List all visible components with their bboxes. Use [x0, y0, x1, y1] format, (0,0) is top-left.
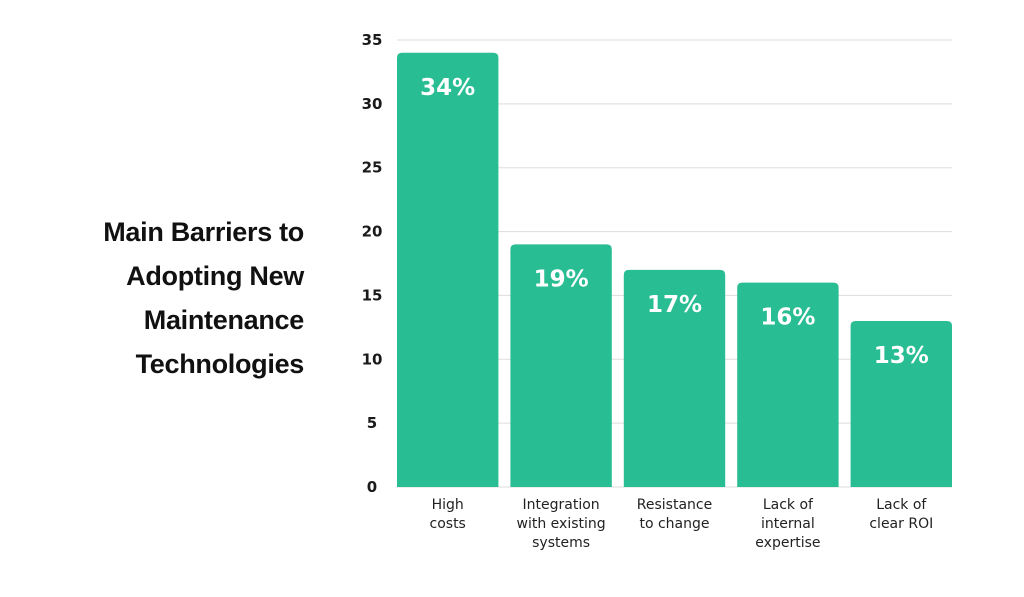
x-tick-label-line: with existing: [517, 516, 606, 532]
x-tick-label-line: systems: [532, 535, 590, 551]
chart-title-line: Maintenance: [143, 305, 305, 335]
x-axis: High costs Integration with existing systems…: [430, 497, 934, 551]
chart-title-line: Adopting New: [126, 261, 304, 291]
x-tick-label-line: internal: [761, 516, 815, 532]
y-tick-label: 10: [362, 350, 383, 368]
bar: [623, 269, 726, 487]
data-label: 16%: [760, 305, 815, 331]
chart-title-line: Technologies: [135, 349, 305, 379]
x-tick-label-line: Resistance: [637, 497, 712, 513]
y-tick-label: 20: [362, 223, 383, 241]
y-tick-label: 35: [362, 31, 383, 49]
data-label: 17%: [647, 292, 702, 318]
y-tick-label: 0: [367, 478, 377, 496]
chart-title: Main Barriers to Adopting New Maintenanc…: [20, 210, 304, 386]
bar: [850, 320, 952, 487]
y-tick-label: 15: [362, 286, 383, 304]
x-tick-label-line: High: [432, 497, 464, 513]
x-tick-label: Lack of internal expertise: [755, 497, 820, 551]
data-label: 19%: [534, 266, 589, 292]
x-tick-label: High costs: [430, 497, 466, 532]
bar: [397, 52, 499, 488]
x-tick-label-line: Lack of: [876, 497, 927, 513]
x-tick-label: Resistance to change: [637, 497, 712, 532]
y-tick-label: 25: [362, 159, 383, 177]
y-axis: 0 5 10 15 20 25 30 35: [362, 31, 383, 496]
bars: 34% 19% 17% 16% 13%: [397, 52, 952, 488]
x-tick-label: Integration with existing systems: [517, 497, 606, 551]
x-tick-label: Lack of clear ROI: [869, 497, 933, 532]
x-tick-label-line: Integration: [523, 497, 600, 513]
bar: [737, 282, 839, 487]
chart-title-line: Main Barriers to: [103, 217, 304, 247]
x-tick-label-line: clear ROI: [869, 516, 933, 532]
bar: [510, 244, 612, 487]
x-tick-label-line: Lack of: [763, 497, 814, 513]
data-label: 34%: [420, 75, 475, 101]
x-tick-label-line: costs: [430, 516, 466, 532]
x-tick-label-line: expertise: [755, 535, 820, 551]
y-tick-label: 5: [367, 414, 377, 432]
data-label: 13%: [874, 343, 929, 369]
y-tick-label: 30: [362, 95, 383, 113]
x-tick-label-line: to change: [639, 516, 709, 532]
